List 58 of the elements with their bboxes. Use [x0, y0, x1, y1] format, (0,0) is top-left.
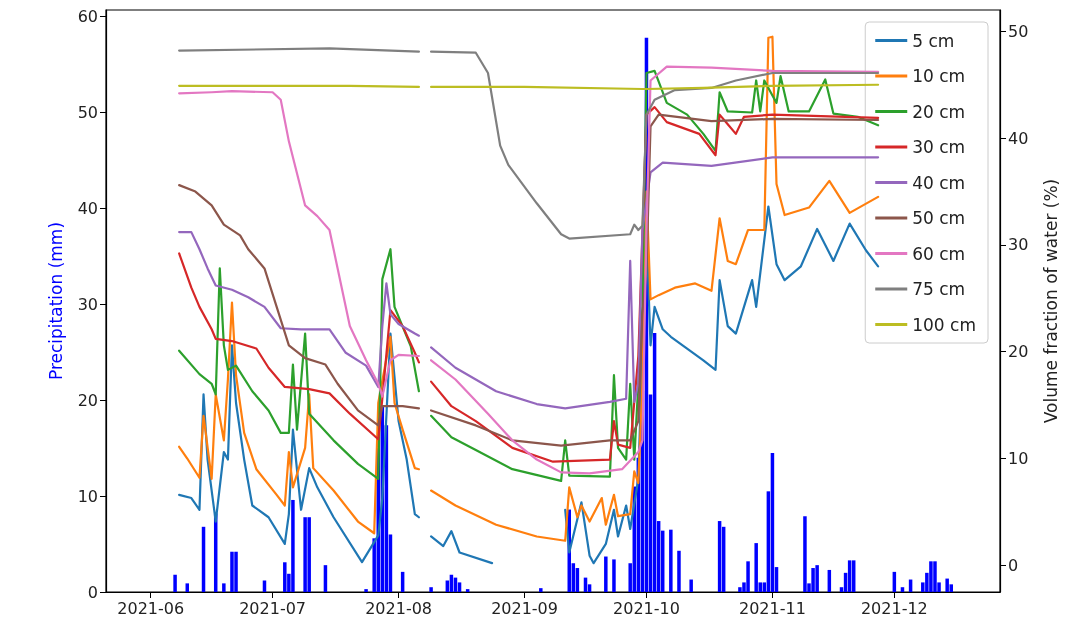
bar [933, 561, 937, 592]
bar [230, 551, 234, 592]
bar [173, 574, 177, 592]
y-tick-label: 30 [77, 294, 98, 314]
legend-label: 50 cm [912, 208, 966, 228]
x-tick-label: 2021-10 [613, 598, 680, 618]
bar [262, 580, 267, 592]
x-tick-label: 2021-12 [860, 598, 928, 618]
y-tick-label: 60 [77, 7, 98, 27]
bar [811, 568, 815, 592]
bar [307, 517, 311, 592]
y2-tick-label: 10 [1008, 449, 1029, 469]
bar [945, 578, 949, 592]
y-axis-title: Precipitation (mm) [45, 221, 66, 381]
y2-tick-label: 20 [1008, 342, 1029, 362]
bar [754, 543, 758, 592]
bar [303, 517, 307, 592]
x-tick-label: 2021-08 [365, 598, 433, 618]
bar [669, 529, 673, 592]
legend-label: 20 cm [912, 101, 966, 122]
y-tick-label: 40 [77, 198, 98, 218]
bar [185, 583, 190, 592]
y2-tick-label: 0 [1008, 555, 1019, 575]
bar [429, 587, 433, 592]
bar [689, 579, 693, 592]
legend-label: 100 cm [912, 314, 977, 335]
y-tick-label: 50 [77, 103, 98, 123]
x-tick-label: 2021-11 [739, 598, 806, 618]
bar [283, 562, 287, 592]
y2-tick-label: 30 [1008, 235, 1029, 255]
bar [539, 588, 543, 592]
bar [929, 561, 933, 592]
y-tick-label: 0 [87, 582, 98, 602]
bar [234, 551, 238, 592]
bar [677, 550, 681, 592]
legend-label: 30 cm [912, 137, 966, 157]
y2-axis-title: Volume fraction of water (%) [1040, 178, 1061, 424]
bar [815, 565, 819, 592]
x-tick-label: 2021-06 [117, 598, 185, 618]
bar [465, 589, 470, 592]
x-tick-label: 2021-09 [491, 598, 558, 618]
legend-label: 40 cm [912, 172, 966, 193]
bar [291, 499, 295, 592]
bar [364, 589, 368, 592]
bar [604, 556, 608, 592]
y2-tick-label: 50 [1008, 21, 1029, 41]
y-tick-label: 10 [77, 486, 98, 506]
legend-label: 5 cm [912, 30, 955, 51]
bar [612, 559, 616, 592]
x-tick-label: 2021-07 [239, 598, 307, 618]
bar [222, 583, 226, 592]
y-tick-label: 20 [77, 390, 98, 410]
bar [746, 561, 750, 592]
legend-label: 10 cm [912, 66, 966, 86]
y2-tick-label: 40 [1008, 128, 1029, 148]
legend-label: 75 cm [912, 279, 966, 299]
legend-label: 60 cm [912, 243, 966, 264]
bar [803, 516, 807, 592]
